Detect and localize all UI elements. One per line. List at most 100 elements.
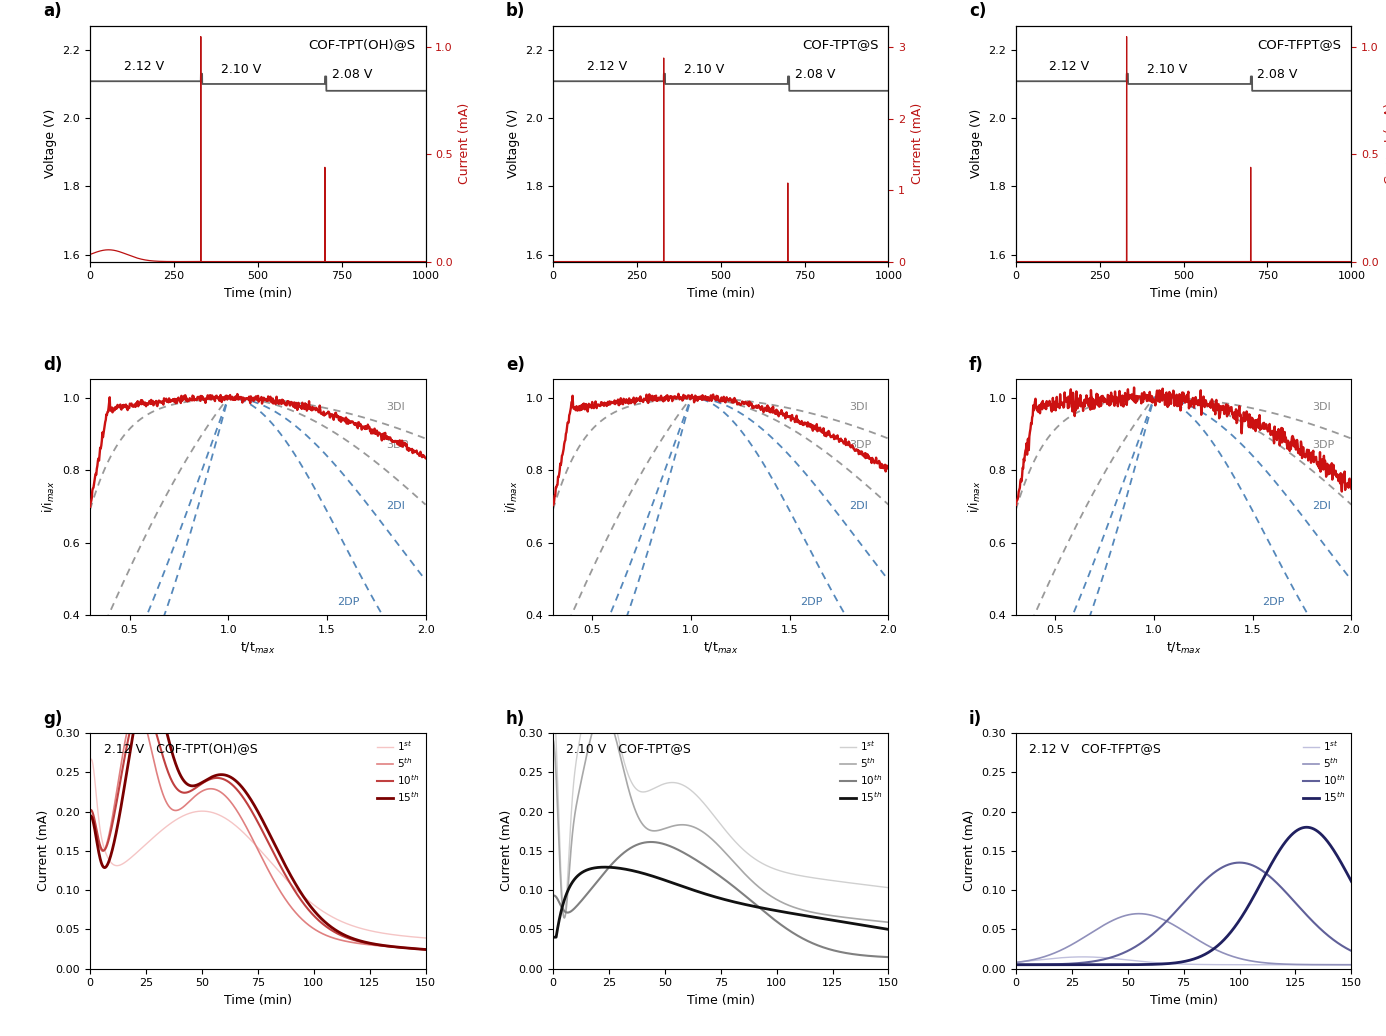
5$^{th}$ xyxy=(1150,912,1167,924)
10$^{th}$ xyxy=(108,799,125,811)
Line: 5$^{th}$: 5$^{th}$ xyxy=(1016,914,1351,965)
X-axis label: Time (min): Time (min) xyxy=(1149,287,1218,299)
Text: h): h) xyxy=(506,710,525,727)
Text: 3DP: 3DP xyxy=(850,439,872,450)
1$^{st}$ xyxy=(1199,958,1216,971)
1$^{st}$ xyxy=(556,905,572,918)
15$^{th}$ xyxy=(231,778,248,790)
Text: 2DP: 2DP xyxy=(1263,598,1285,607)
Text: COF-TPT@S: COF-TPT@S xyxy=(802,37,879,51)
Y-axis label: Current (mA): Current (mA) xyxy=(963,810,976,891)
Text: 3DP: 3DP xyxy=(1313,439,1335,450)
Y-axis label: Current (mA): Current (mA) xyxy=(500,810,513,891)
Text: 2DI: 2DI xyxy=(387,501,405,512)
Text: 2DP: 2DP xyxy=(337,598,359,607)
1$^{st}$ xyxy=(108,860,125,872)
10$^{th}$ xyxy=(1231,857,1247,869)
5$^{th}$ xyxy=(231,809,248,822)
5$^{th}$ xyxy=(1131,908,1148,920)
15$^{th}$ xyxy=(1008,958,1024,971)
1$^{st}$ xyxy=(122,853,139,865)
15$^{th}$ xyxy=(880,923,897,936)
1$^{st}$ xyxy=(1343,958,1360,971)
5$^{th}$ xyxy=(122,715,139,727)
Legend: 1$^{st}$, 5$^{th}$, 10$^{th}$, 15$^{th}$: 1$^{st}$, 5$^{th}$, 10$^{th}$, 15$^{th}$ xyxy=(1299,736,1349,808)
Line: 1$^{st}$: 1$^{st}$ xyxy=(90,759,426,938)
X-axis label: Time (min): Time (min) xyxy=(686,994,755,1007)
10$^{th}$ xyxy=(1150,923,1167,936)
15$^{th}$ xyxy=(1157,957,1174,970)
Line: 1$^{st}$: 1$^{st}$ xyxy=(1016,957,1351,965)
5$^{th}$ xyxy=(545,733,561,746)
Legend: 1$^{st}$, 5$^{th}$, 10$^{th}$, 15$^{th}$: 1$^{st}$, 5$^{th}$, 10$^{th}$, 15$^{th}$ xyxy=(373,736,424,808)
1$^{st}$ xyxy=(231,823,248,835)
Line: 10$^{th}$: 10$^{th}$ xyxy=(90,703,426,950)
Y-axis label: Current (mA): Current (mA) xyxy=(911,104,924,184)
Text: 2.12 V   COF-TFPT@S: 2.12 V COF-TFPT@S xyxy=(1030,743,1161,755)
15$^{th}$ xyxy=(1150,958,1167,971)
15$^{th}$ xyxy=(736,898,753,911)
10$^{th}$ xyxy=(643,836,660,848)
Text: 2.10 V: 2.10 V xyxy=(220,63,261,77)
5$^{th}$ xyxy=(880,916,897,928)
15$^{th}$ xyxy=(694,887,711,899)
Text: 3DI: 3DI xyxy=(387,402,405,411)
Text: 2.12 V   COF-TPT(OH)@S: 2.12 V COF-TPT(OH)@S xyxy=(104,743,258,755)
10$^{th}$ xyxy=(1343,945,1360,957)
10$^{th}$ xyxy=(122,726,139,739)
Line: 10$^{th}$: 10$^{th}$ xyxy=(1016,863,1351,965)
1$^{st}$ xyxy=(694,796,711,808)
Y-axis label: Voltage (V): Voltage (V) xyxy=(507,109,520,178)
1$^{st}$ xyxy=(417,931,434,944)
Text: 2DI: 2DI xyxy=(1313,501,1331,512)
10$^{th}$ xyxy=(1048,958,1064,971)
10$^{th}$ xyxy=(880,951,897,963)
15$^{th}$ xyxy=(687,885,704,897)
Y-axis label: Current (mA): Current (mA) xyxy=(1385,104,1386,184)
1$^{st}$ xyxy=(1163,957,1179,970)
10$^{th}$ xyxy=(545,890,561,902)
X-axis label: Time (min): Time (min) xyxy=(223,287,292,299)
X-axis label: Time (min): Time (min) xyxy=(223,994,292,1007)
5$^{th}$ xyxy=(1343,958,1360,971)
10$^{th}$ xyxy=(225,779,241,792)
Line: 5$^{th}$: 5$^{th}$ xyxy=(553,712,888,922)
1$^{st}$ xyxy=(1157,957,1174,970)
15$^{th}$ xyxy=(700,889,717,901)
15$^{th}$ xyxy=(417,943,434,955)
15$^{th}$ xyxy=(1034,958,1051,971)
Line: 10$^{th}$: 10$^{th}$ xyxy=(553,842,888,957)
Text: d): d) xyxy=(43,356,62,374)
X-axis label: t/t$_{max}$: t/t$_{max}$ xyxy=(240,640,276,656)
5$^{th}$ xyxy=(585,725,602,738)
Line: 1$^{st}$: 1$^{st}$ xyxy=(553,671,888,912)
5$^{th}$ xyxy=(129,702,146,715)
Text: 2.10 V: 2.10 V xyxy=(1146,63,1186,77)
Text: 3DP: 3DP xyxy=(387,439,409,450)
Y-axis label: Voltage (V): Voltage (V) xyxy=(44,109,57,178)
Text: 3DI: 3DI xyxy=(1313,402,1331,411)
1$^{st}$ xyxy=(82,755,98,768)
15$^{th}$ xyxy=(1343,875,1360,888)
Text: a): a) xyxy=(43,2,62,21)
Text: 2.08 V: 2.08 V xyxy=(331,67,371,81)
Y-axis label: i/i$_{max}$: i/i$_{max}$ xyxy=(967,481,983,514)
15$^{th}$ xyxy=(225,772,241,784)
1$^{st}$ xyxy=(687,788,704,801)
Text: 2DP: 2DP xyxy=(800,598,822,607)
1$^{st}$ xyxy=(700,803,717,815)
10$^{th}$ xyxy=(82,804,98,816)
Line: 5$^{th}$: 5$^{th}$ xyxy=(90,709,426,950)
Y-axis label: Current (mA): Current (mA) xyxy=(459,104,471,184)
10$^{th}$ xyxy=(231,786,248,799)
Text: 3DI: 3DI xyxy=(850,402,868,411)
Text: COF-TPT(OH)@S: COF-TPT(OH)@S xyxy=(308,37,416,51)
15$^{th}$ xyxy=(585,862,602,874)
Text: e): e) xyxy=(506,356,525,374)
10$^{th}$ xyxy=(1034,958,1051,971)
15$^{th}$ xyxy=(1048,958,1064,971)
1$^{st}$ xyxy=(237,829,254,841)
Line: 15$^{th}$: 15$^{th}$ xyxy=(90,685,426,949)
1$^{st}$ xyxy=(1008,956,1024,969)
5$^{th}$ xyxy=(108,789,125,802)
